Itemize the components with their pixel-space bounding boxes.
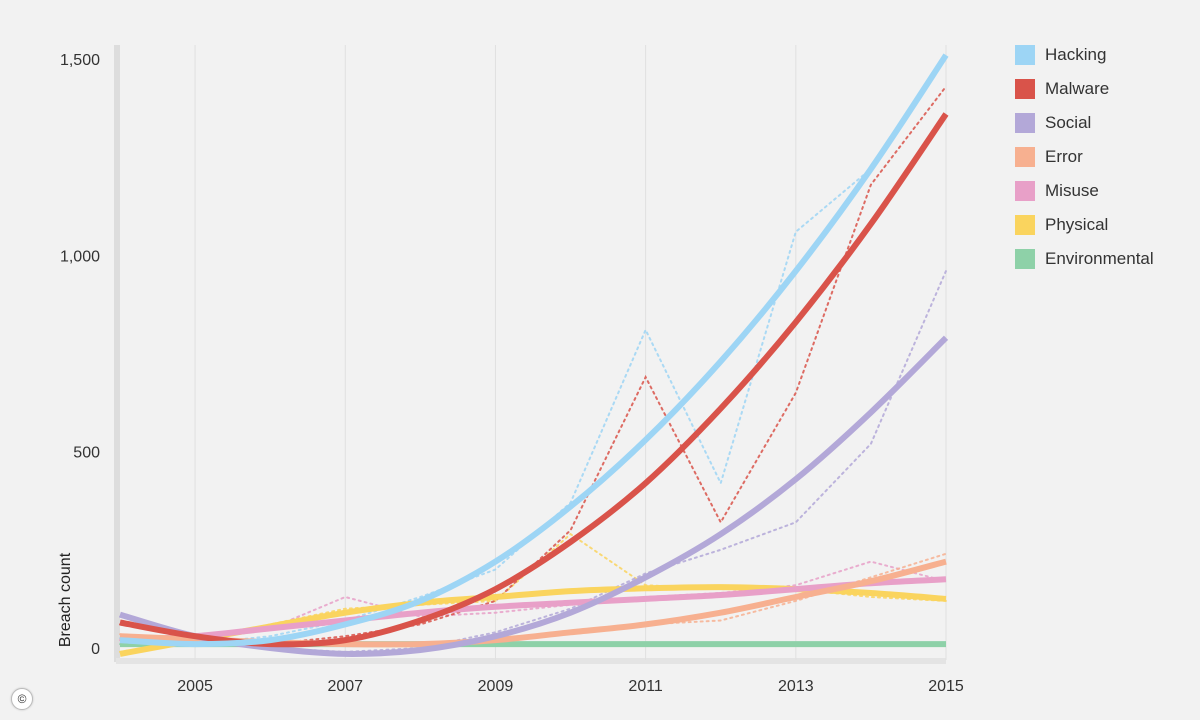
y-axis-title: Breach count: [57, 552, 74, 647]
x-tick-label: 2007: [327, 678, 363, 695]
actual-series-lines: [119, 54, 947, 653]
y-tick-label: 0: [91, 641, 100, 658]
legend-swatch-social: [1015, 113, 1035, 133]
y-axis-bar: [114, 45, 120, 662]
series-trend-hacking: [119, 53, 949, 648]
legend-swatch-hacking: [1015, 45, 1035, 65]
x-tick-label: 2009: [478, 678, 514, 695]
x-tick-label: 2011: [628, 678, 663, 695]
legend-swatch-physical: [1015, 215, 1035, 235]
legend-swatch-malware: [1015, 79, 1035, 99]
legend-item-misuse[interactable]: Misuse: [1015, 174, 1154, 208]
grid: [114, 45, 947, 664]
legend-label-social: Social: [1045, 113, 1092, 132]
legend-label-physical: Physical: [1045, 215, 1109, 234]
x-axis-bar: [116, 658, 946, 664]
legend: Hacking Malware Social Error Misuse Physical E…: [1015, 38, 1154, 276]
x-tick-label: 2005: [177, 678, 213, 695]
y-axis: 0 500 1,000 1,500: [60, 52, 100, 658]
legend-label-misuse: Misuse: [1045, 181, 1099, 200]
series-trend-malware: [119, 112, 949, 648]
copyright-icon[interactable]: ©: [11, 688, 33, 710]
legend-label-environmental: Environmental: [1045, 249, 1154, 268]
legend-item-malware[interactable]: Malware: [1015, 72, 1154, 106]
legend-item-physical[interactable]: Physical: [1015, 208, 1154, 242]
legend-swatch-error: [1015, 147, 1035, 167]
legend-item-environmental[interactable]: Environmental: [1015, 242, 1154, 276]
series-trend-social: [119, 335, 949, 657]
x-tick-label: 2015: [928, 678, 964, 695]
series-actual-malware: [119, 85, 947, 646]
legend-label-malware: Malware: [1045, 79, 1110, 98]
x-axis: 2005 2007 2009 2011 2013 2015: [177, 678, 964, 695]
series-trend-misuse: [119, 576, 947, 644]
legend-item-hacking[interactable]: Hacking: [1015, 38, 1154, 72]
legend-label-hacking: Hacking: [1045, 45, 1107, 64]
legend-item-social[interactable]: Social: [1015, 106, 1154, 140]
y-tick-label: 1,000: [60, 248, 100, 265]
legend-swatch-misuse: [1015, 181, 1035, 201]
legend-swatch-environmental: [1015, 249, 1035, 269]
series-actual-hacking: [119, 54, 947, 646]
y-tick-label: 500: [73, 445, 100, 462]
legend-label-error: Error: [1045, 147, 1083, 166]
legend-item-error[interactable]: Error: [1015, 140, 1154, 174]
x-tick-label: 2013: [778, 678, 814, 695]
y-tick-label: 1,500: [60, 52, 100, 69]
trend-series-lines: [119, 53, 949, 657]
